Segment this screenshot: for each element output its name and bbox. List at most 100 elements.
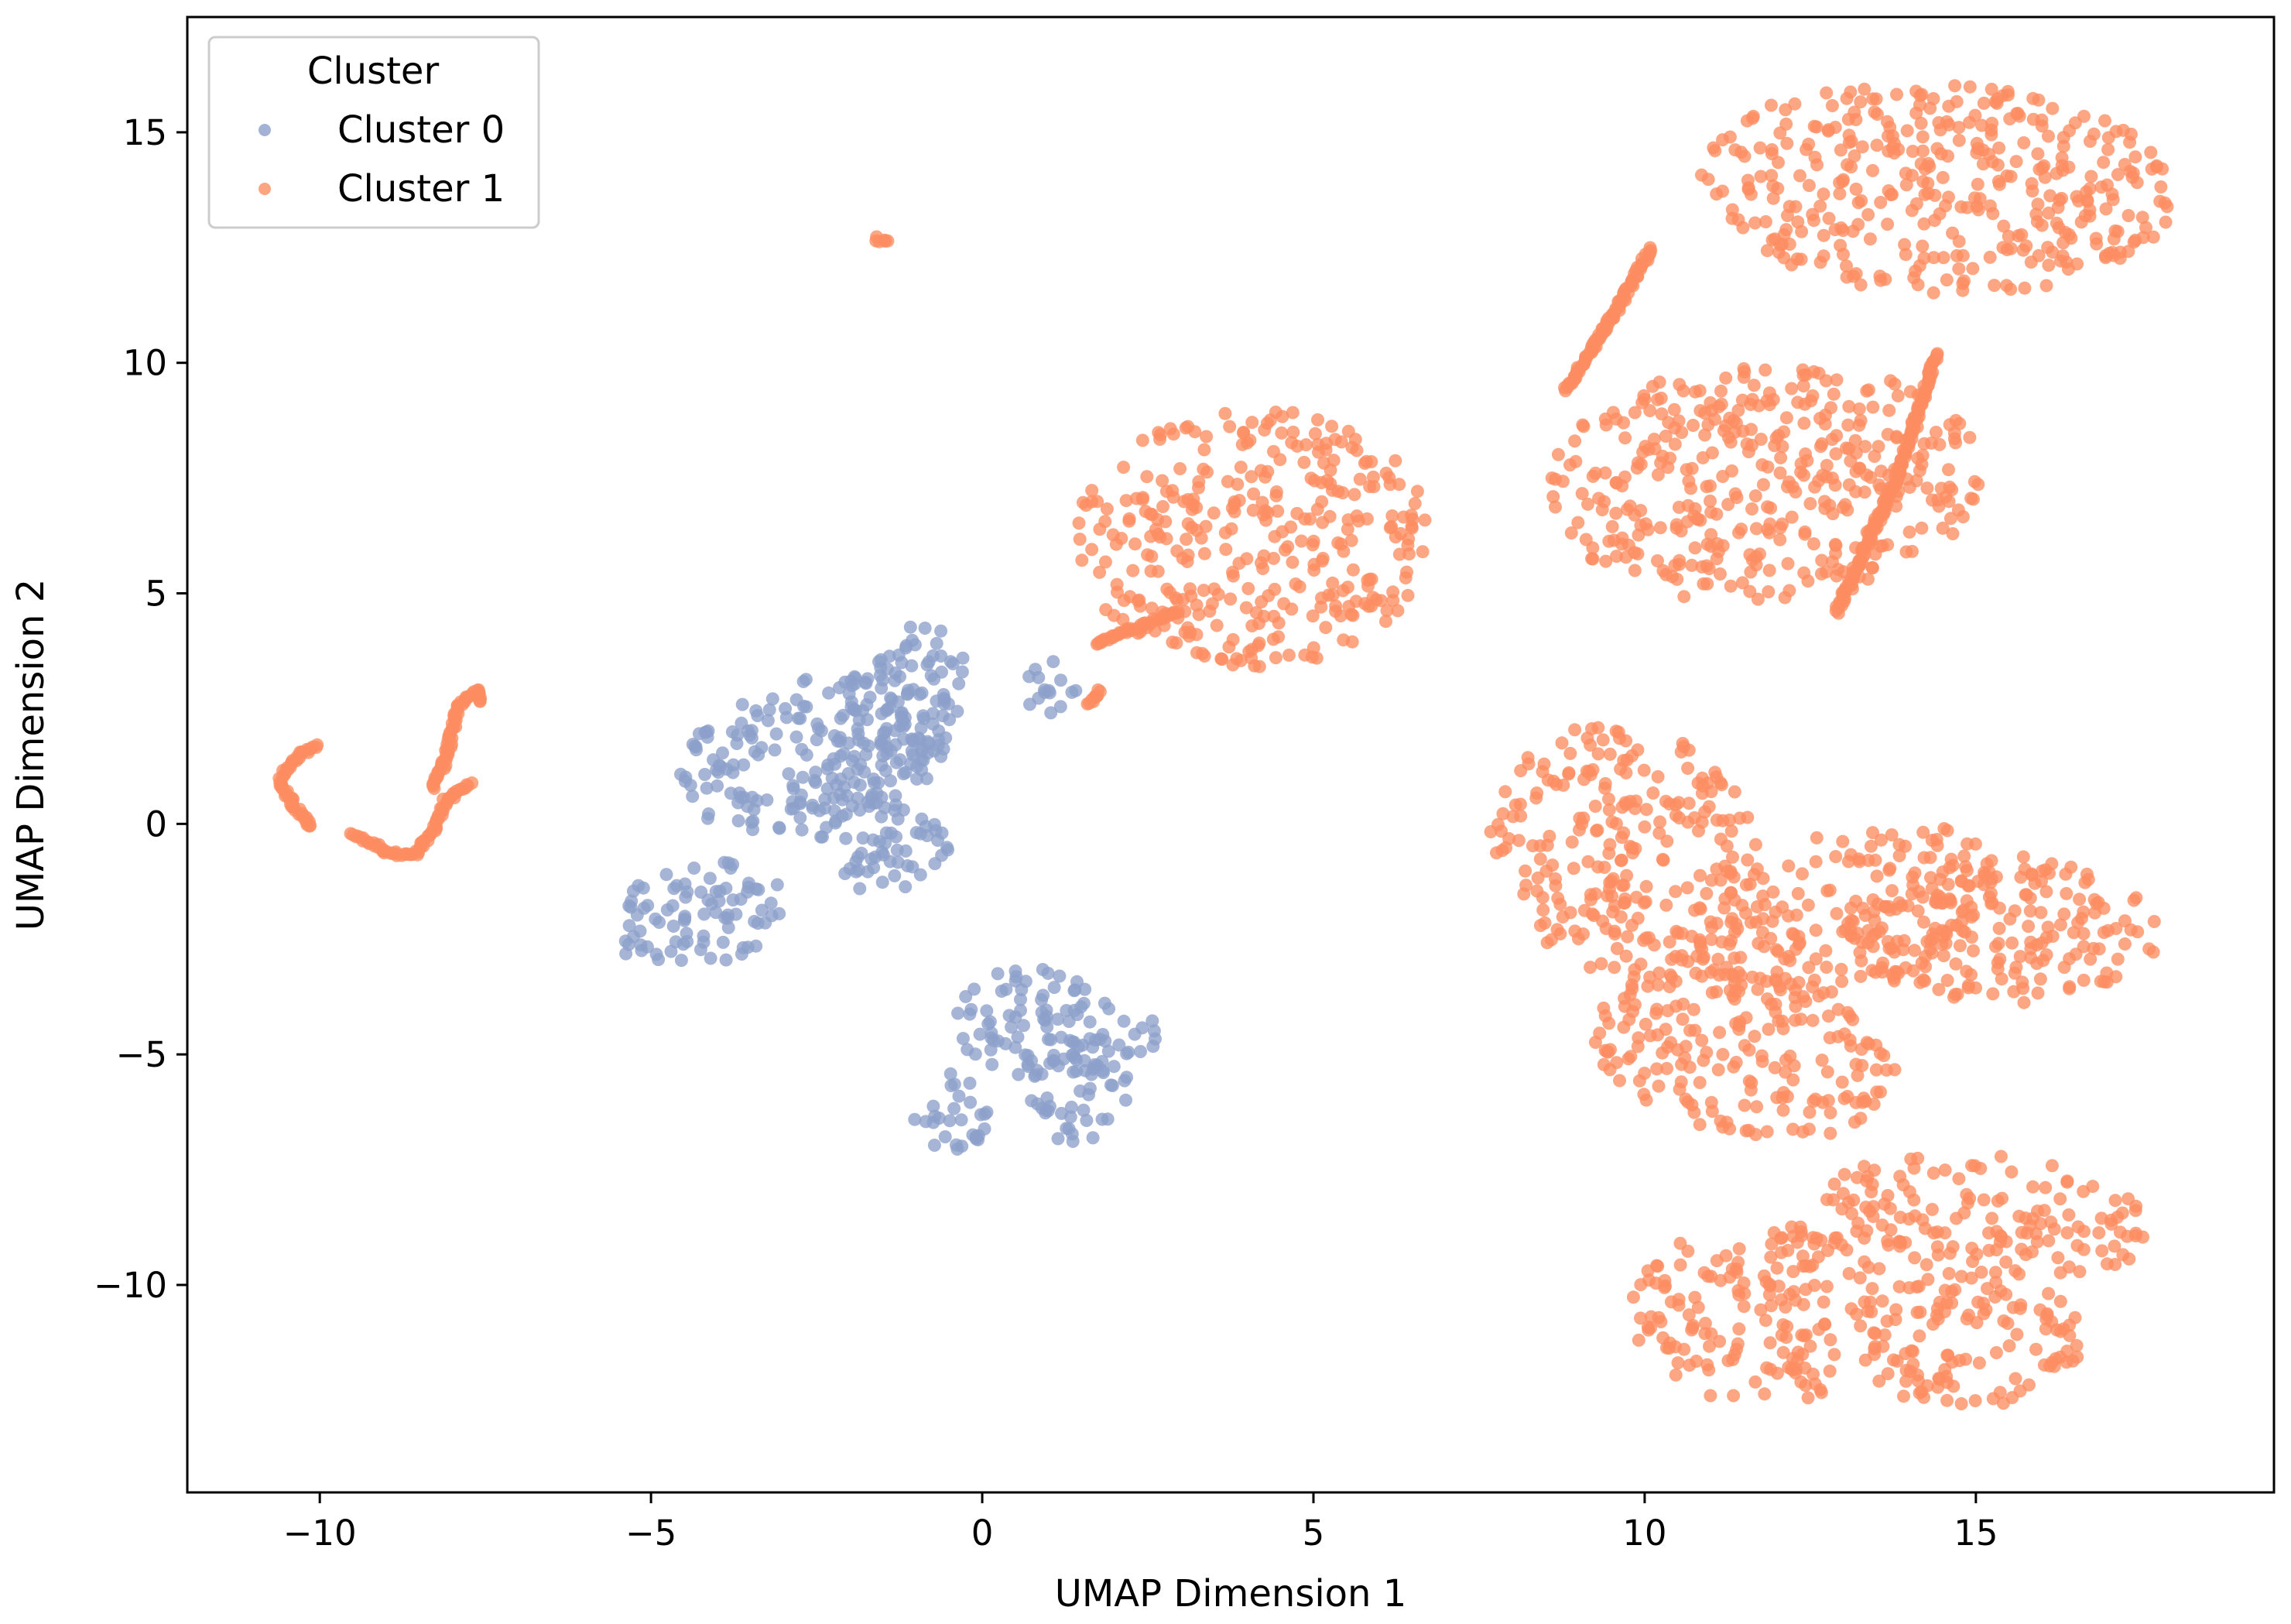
cluster-1-point-1191 bbox=[1985, 128, 1998, 142]
cluster-1-point-2963 bbox=[2042, 1287, 2056, 1300]
cluster-1-point-1738 bbox=[1663, 935, 1676, 949]
cluster-1-point-1892 bbox=[1619, 734, 1633, 748]
cluster-1-point-2323 bbox=[2031, 986, 2045, 1000]
cluster-1-point-1338 bbox=[1746, 109, 1760, 123]
cluster-1-point-2261 bbox=[2077, 973, 2091, 987]
cluster-1-point-2798 bbox=[1884, 1223, 1898, 1237]
cluster-1-point-2112 bbox=[1724, 886, 1738, 899]
cluster-1-point-2691 bbox=[1880, 1314, 1894, 1328]
cluster-1-point-2755 bbox=[1827, 1177, 1841, 1191]
cluster-1-point-2899 bbox=[1968, 1394, 1982, 1407]
cluster-1-point-1453 bbox=[1791, 396, 1805, 409]
cluster-1-point-2737 bbox=[1858, 1160, 1871, 1173]
cluster-1-point-2307 bbox=[1977, 878, 1991, 892]
cluster-1-point-1329 bbox=[2116, 123, 2130, 137]
cluster-1-point-1033 bbox=[1817, 228, 1830, 242]
cluster-1-point-1148 bbox=[1791, 215, 1805, 229]
cluster-1-point-760 bbox=[1085, 484, 1099, 498]
cluster-1-point-1298 bbox=[1841, 112, 1855, 126]
cluster-1-point-1236 bbox=[1970, 136, 1984, 150]
cluster-1-point-2795 bbox=[2073, 1265, 2087, 1279]
cluster-1-point-2314 bbox=[2087, 893, 2101, 906]
cluster-1-point-1271 bbox=[2156, 162, 2169, 176]
cluster-0-point-257 bbox=[625, 894, 639, 908]
cluster-1-point-2753 bbox=[2039, 1180, 2053, 1194]
cluster-1-point-2311 bbox=[2025, 868, 2039, 882]
cluster-1-point-1157 bbox=[2055, 151, 2069, 165]
cluster-1-point-2293 bbox=[1939, 924, 1953, 938]
cluster-1-point-836 bbox=[1226, 658, 1240, 672]
cluster-1-point-2840 bbox=[1865, 1177, 1879, 1191]
x-axis-label: UMAP Dimension 1 bbox=[1055, 1572, 1407, 1615]
cluster-1-point-2381 bbox=[1711, 1063, 1725, 1077]
cluster-1-point-2683 bbox=[1714, 1273, 1728, 1287]
cluster-0-point-418 bbox=[876, 848, 890, 862]
cluster-1-point-1115 bbox=[2042, 259, 2056, 272]
cluster-0-point-267 bbox=[634, 938, 648, 952]
cluster-0-point-531 bbox=[908, 1112, 922, 1126]
cluster-1-point-960 bbox=[1257, 549, 1271, 563]
cluster-0-point-465 bbox=[967, 982, 981, 996]
cluster-1-point-1677 bbox=[1549, 500, 1562, 514]
cluster-1-point-1307 bbox=[1882, 144, 1895, 158]
cluster-1-point-708 bbox=[1300, 438, 1313, 452]
cluster-1-point-1972 bbox=[1582, 765, 1596, 779]
cluster-1-point-1995 bbox=[1870, 869, 1884, 883]
cluster-1-point-838 bbox=[1245, 651, 1259, 665]
cluster-1-point-2789 bbox=[1882, 1238, 1895, 1252]
cluster-1-point-2086 bbox=[1765, 914, 1779, 928]
cluster-1-point-959 bbox=[1405, 509, 1418, 522]
cluster-1-point-907 bbox=[1324, 463, 1337, 477]
cluster-1-point-2692 bbox=[1817, 1295, 1830, 1309]
cluster-0-point-266 bbox=[741, 876, 755, 890]
cluster-1-point-2078 bbox=[1697, 950, 1711, 964]
cluster-1-point-2282 bbox=[1901, 899, 1915, 913]
cluster-0-point-517 bbox=[991, 967, 1005, 981]
cluster-1-point-1187 bbox=[1936, 170, 1950, 184]
cluster-1-point-2289 bbox=[1982, 865, 1996, 879]
cluster-1-point-1874 bbox=[1656, 853, 1670, 867]
cluster-1-point-1010 bbox=[1833, 187, 1847, 200]
cluster-1-point-1213 bbox=[1793, 169, 1806, 183]
cluster-1-point-800 bbox=[1190, 646, 1204, 660]
cluster-1-point-2324 bbox=[1967, 944, 1980, 958]
cluster-1-point-1773 bbox=[1498, 785, 1512, 799]
cluster-1-point-2328 bbox=[1982, 890, 1996, 904]
cluster-1-point-1194 bbox=[1748, 216, 1762, 230]
cluster-1-point-2502 bbox=[1739, 1124, 1753, 1138]
cluster-1-point-2519 bbox=[1768, 1060, 1782, 1074]
cluster-1-point-1322 bbox=[2078, 209, 2092, 223]
cluster-1-point-2879 bbox=[2001, 1317, 2015, 1331]
cluster-1-point-1188 bbox=[1906, 145, 1919, 158]
cluster-1-point-2481 bbox=[1713, 1026, 1727, 1040]
cluster-1-point-2273 bbox=[2008, 966, 2022, 980]
cluster-1-point-2666 bbox=[1669, 1368, 1683, 1382]
cluster-1-point-1085 bbox=[1861, 207, 1875, 221]
cluster-1-point-927 bbox=[1389, 454, 1402, 468]
cluster-1-point-2665 bbox=[1776, 1345, 1790, 1359]
cluster-1-point-830 bbox=[1247, 487, 1261, 501]
cluster-1-point-968 bbox=[1992, 141, 2006, 155]
cluster-1-point-2258 bbox=[1995, 972, 2008, 986]
cluster-1-point-2120 bbox=[1830, 906, 1844, 920]
cluster-1-point-2635 bbox=[1626, 1290, 1640, 1304]
cluster-1-point-2253 bbox=[2063, 982, 2077, 995]
cluster-1-point-815 bbox=[1353, 472, 1367, 486]
cluster-0-point-99 bbox=[800, 700, 813, 714]
cluster-1-point-2549 bbox=[1673, 1258, 1687, 1272]
cluster-1-point-1313 bbox=[2056, 236, 2070, 250]
y-tick-label: −5 bbox=[116, 1034, 167, 1075]
cluster-0-point-369 bbox=[860, 697, 874, 711]
cluster-0-point-187 bbox=[939, 731, 953, 745]
cluster-1-point-1872 bbox=[1588, 800, 1602, 813]
cluster-1-point-2184 bbox=[2073, 893, 2087, 906]
cluster-1-point-1639 bbox=[1915, 521, 1929, 535]
cluster-1-point-1429 bbox=[1755, 458, 1769, 471]
cluster-1-point-2638 bbox=[1730, 1342, 1744, 1356]
cluster-1-point-1486 bbox=[1628, 564, 1642, 577]
cluster-1-point-764 bbox=[1394, 526, 1408, 540]
cluster-1-point-1067 bbox=[1975, 118, 1988, 132]
cluster-1-point-2553 bbox=[1754, 1303, 1768, 1317]
cluster-1-point-1308 bbox=[1782, 200, 1796, 214]
cluster-1-point-2527 bbox=[1727, 1389, 1741, 1403]
